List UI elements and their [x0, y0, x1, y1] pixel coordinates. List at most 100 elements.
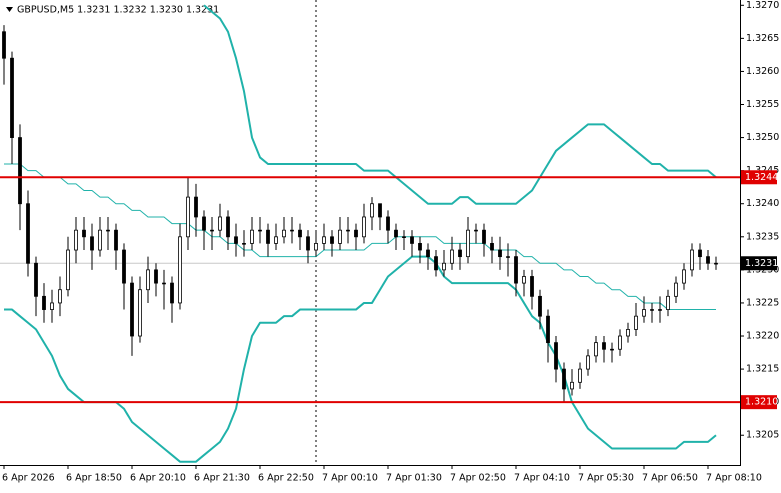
candle-body: [282, 229, 286, 238]
x-tick-label: 6 Apr 2026: [2, 473, 55, 484]
x-tick-label: 7 Apr 01:30: [386, 473, 442, 484]
candle-body: [594, 342, 598, 357]
y-tick-label: 1.3250: [746, 132, 779, 143]
candle-body: [250, 229, 254, 244]
candle-body: [610, 348, 614, 351]
candle-body: [402, 236, 406, 238]
x-tick-label: 7 Apr 00:10: [322, 473, 378, 484]
candle-body: [514, 256, 518, 284]
candle-body: [298, 229, 302, 238]
x-tick-label: 6 Apr 22:50: [258, 473, 314, 484]
candle-body: [418, 243, 422, 251]
candle-body: [162, 282, 166, 285]
candle-body: [538, 295, 542, 317]
level-label: 1.3210: [745, 397, 778, 408]
candle-body: [602, 342, 606, 350]
candle-body: [474, 229, 478, 232]
candle-body: [666, 295, 670, 310]
chart-title: GBPUSD,M5 1.3231 1.3232 1.3230 1.3231: [17, 5, 219, 16]
candle-body: [434, 256, 438, 271]
candle-body: [122, 249, 126, 284]
candle-body: [330, 236, 334, 244]
candle-body: [218, 216, 222, 231]
candle-body: [618, 335, 622, 350]
y-tick-label: 1.3265: [746, 33, 779, 44]
candle-body: [626, 329, 630, 337]
candle-body: [498, 249, 502, 258]
candle-body: [138, 289, 142, 337]
candle-body: [226, 216, 230, 238]
candle-body: [370, 203, 374, 218]
y-tick-label: 1.3235: [746, 231, 779, 242]
candle-body: [322, 236, 326, 244]
candle-body: [562, 368, 566, 390]
candle-body: [338, 229, 342, 244]
candle-body: [362, 216, 366, 238]
candle-body: [482, 229, 486, 244]
candle-body: [290, 229, 294, 232]
candle-body: [450, 249, 454, 264]
candle-body: [50, 302, 54, 310]
candle-body: [354, 229, 358, 238]
candle-body: [490, 243, 494, 251]
candle-body: [114, 229, 118, 251]
candle-body: [178, 236, 182, 304]
y-tick-label: 1.3220: [746, 331, 779, 342]
y-tick-label: 1.3205: [746, 430, 779, 441]
candle-body: [714, 262, 718, 265]
candle-body: [522, 276, 526, 284]
candle-body: [146, 269, 150, 291]
x-tick-label: 7 Apr 04:10: [514, 473, 570, 484]
y-tick-label: 1.3215: [746, 364, 779, 375]
candle-body: [546, 315, 550, 344]
candle-body: [378, 203, 382, 218]
candle-body: [234, 236, 238, 244]
x-tick-label: 6 Apr 21:30: [194, 473, 250, 484]
candle-body: [578, 368, 582, 383]
candle-body: [186, 196, 190, 238]
candle-body: [2, 31, 6, 59]
candle-body: [458, 249, 462, 258]
candle-body: [586, 355, 590, 370]
x-tick-label: 7 Apr 08:10: [706, 473, 762, 484]
candle-body: [682, 269, 686, 284]
bollinger-upper: [203, 4, 717, 205]
candle-body: [386, 216, 390, 231]
candle-body: [202, 216, 206, 231]
candle-body: [58, 289, 62, 304]
candle-body: [26, 203, 30, 264]
candle-body: [258, 229, 262, 232]
x-tick-label: 7 Apr 02:50: [450, 473, 506, 484]
candle-body: [170, 282, 174, 304]
candle-body: [82, 229, 86, 238]
candle-body: [634, 315, 638, 330]
candle-body: [506, 256, 510, 258]
candle-body: [242, 243, 246, 245]
candle-body: [266, 229, 270, 244]
candle-body: [194, 196, 198, 218]
candle-body: [674, 282, 678, 297]
y-tick-label: 1.3240: [746, 198, 779, 209]
candle-body: [554, 342, 558, 370]
symbol-menu-icon: [6, 7, 13, 12]
y-tick-label: 1.3225: [746, 297, 779, 308]
candle-body: [314, 243, 318, 251]
bollinger-lower: [4, 255, 717, 463]
candle-body: [10, 57, 14, 138]
candle-body: [426, 249, 430, 258]
candle-body: [98, 229, 102, 251]
x-tick-label: 7 Apr 06:50: [642, 473, 698, 484]
candle-body: [642, 309, 646, 317]
candle-body: [410, 236, 414, 244]
last-price-label: 1.3231: [745, 258, 778, 269]
candle-body: [210, 229, 214, 232]
candle-body: [698, 249, 702, 258]
candle-body: [346, 229, 350, 232]
candle-body: [442, 262, 446, 271]
y-tick-label: 1.3270: [746, 0, 779, 11]
candle-body: [690, 249, 694, 271]
last-price-box: [741, 256, 777, 271]
